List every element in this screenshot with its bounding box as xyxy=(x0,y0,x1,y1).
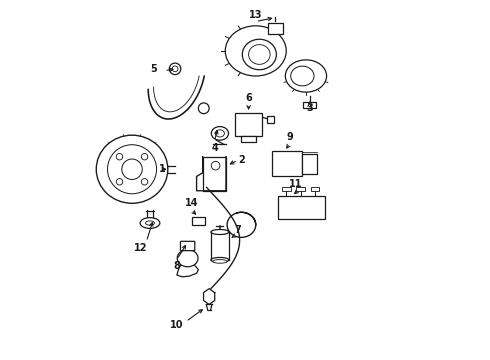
Text: 4: 4 xyxy=(211,143,218,153)
FancyBboxPatch shape xyxy=(278,196,324,220)
Circle shape xyxy=(116,153,122,160)
Ellipse shape xyxy=(285,60,326,92)
FancyBboxPatch shape xyxy=(242,136,256,142)
Ellipse shape xyxy=(211,229,229,234)
Ellipse shape xyxy=(211,257,229,262)
Text: 13: 13 xyxy=(249,10,263,20)
Circle shape xyxy=(122,159,142,180)
Ellipse shape xyxy=(146,221,154,225)
Ellipse shape xyxy=(213,260,227,263)
Text: 2: 2 xyxy=(238,155,245,165)
Text: 14: 14 xyxy=(184,198,198,208)
Text: 9: 9 xyxy=(287,132,293,142)
Ellipse shape xyxy=(291,66,314,86)
Ellipse shape xyxy=(140,218,160,228)
Circle shape xyxy=(141,153,148,160)
Text: 11: 11 xyxy=(289,179,302,189)
Ellipse shape xyxy=(96,135,168,203)
Ellipse shape xyxy=(248,45,270,64)
FancyBboxPatch shape xyxy=(268,23,283,34)
FancyBboxPatch shape xyxy=(311,187,319,192)
Ellipse shape xyxy=(243,39,276,70)
Text: 7: 7 xyxy=(234,225,241,235)
Circle shape xyxy=(211,161,220,170)
Circle shape xyxy=(107,145,157,194)
Ellipse shape xyxy=(211,127,228,140)
Text: 12: 12 xyxy=(134,243,148,253)
FancyBboxPatch shape xyxy=(296,187,305,192)
FancyBboxPatch shape xyxy=(192,217,205,225)
Text: 5: 5 xyxy=(150,64,157,74)
FancyBboxPatch shape xyxy=(267,116,274,123)
Text: 8: 8 xyxy=(173,261,180,271)
Text: 6: 6 xyxy=(245,93,252,103)
Ellipse shape xyxy=(177,249,198,267)
Circle shape xyxy=(198,103,209,114)
Text: 1: 1 xyxy=(159,164,166,174)
FancyBboxPatch shape xyxy=(203,157,226,191)
Circle shape xyxy=(170,63,181,75)
Circle shape xyxy=(172,66,178,72)
FancyBboxPatch shape xyxy=(235,113,262,136)
FancyBboxPatch shape xyxy=(180,241,195,251)
Circle shape xyxy=(141,179,148,185)
FancyBboxPatch shape xyxy=(302,154,317,174)
Text: 10: 10 xyxy=(170,320,184,330)
FancyBboxPatch shape xyxy=(272,151,302,176)
Ellipse shape xyxy=(225,26,286,76)
Text: 3: 3 xyxy=(306,103,313,113)
FancyBboxPatch shape xyxy=(303,102,316,108)
Ellipse shape xyxy=(216,130,224,137)
Circle shape xyxy=(116,179,122,185)
FancyBboxPatch shape xyxy=(282,187,291,192)
